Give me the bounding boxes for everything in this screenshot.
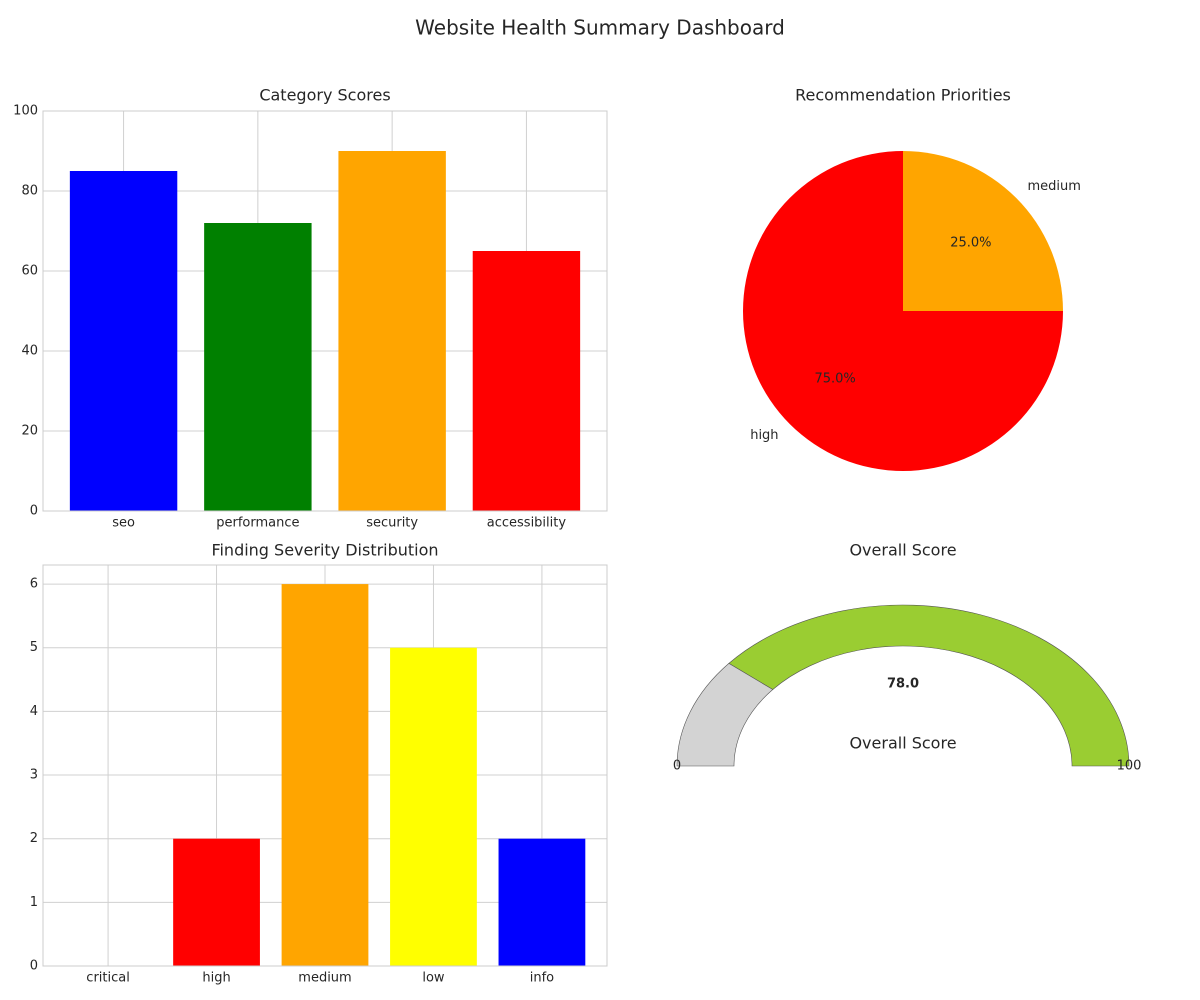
axes-frame bbox=[42, 564, 608, 967]
bar bbox=[498, 838, 586, 966]
x-tick-label: high bbox=[202, 971, 230, 986]
y-tick-label: 4 bbox=[30, 704, 38, 719]
y-tick-label: 20 bbox=[21, 424, 38, 439]
x-tick-label: low bbox=[422, 971, 445, 986]
x-tick-label: accessibility bbox=[487, 516, 567, 531]
bar bbox=[390, 647, 477, 966]
y-tick-label: 40 bbox=[21, 344, 38, 359]
dashboard-title: Website Health Summary Dashboard bbox=[415, 16, 785, 40]
x-tick-label: seo bbox=[112, 516, 135, 531]
bar bbox=[69, 171, 178, 511]
bar bbox=[281, 584, 369, 966]
slice-label: high bbox=[750, 428, 778, 443]
bar bbox=[338, 151, 446, 511]
x-tick-label: critical bbox=[86, 971, 130, 986]
y-tick-label: 6 bbox=[30, 577, 38, 592]
axes-frame bbox=[42, 110, 608, 512]
gauge-label: Overall Score bbox=[849, 734, 956, 753]
y-tick-label: 3 bbox=[30, 768, 38, 783]
gauge-value-label: 78.0 bbox=[887, 677, 919, 692]
chart-title: Overall Score bbox=[849, 541, 956, 560]
bar bbox=[472, 251, 581, 511]
y-tick-label: 60 bbox=[21, 264, 38, 279]
y-tick-label: 100 bbox=[13, 104, 38, 119]
x-tick-label: medium bbox=[298, 971, 351, 986]
bar bbox=[204, 223, 312, 511]
chart-title: Recommendation Priorities bbox=[795, 86, 1011, 105]
gauge-rest bbox=[676, 663, 774, 767]
x-tick-label: security bbox=[366, 516, 418, 531]
slice-percent: 75.0% bbox=[814, 371, 855, 386]
x-tick-label: performance bbox=[216, 516, 299, 531]
chart-title: Category Scores bbox=[259, 86, 390, 105]
slice-percent: 25.0% bbox=[950, 236, 991, 251]
x-tick-label: info bbox=[530, 971, 554, 986]
y-tick-label: 0 bbox=[30, 504, 38, 519]
bar bbox=[173, 838, 260, 966]
gauge-value bbox=[728, 604, 1130, 767]
chart-title: Finding Severity Distribution bbox=[211, 541, 438, 560]
y-tick-label: 5 bbox=[30, 640, 38, 655]
y-tick-label: 0 bbox=[30, 959, 38, 974]
pie-slice bbox=[903, 151, 1063, 311]
slice-label: medium bbox=[1027, 179, 1080, 194]
gauge-min: 0 bbox=[673, 759, 681, 774]
gauge-max: 100 bbox=[1117, 759, 1142, 774]
y-tick-label: 1 bbox=[30, 895, 38, 910]
y-tick-label: 2 bbox=[30, 831, 38, 846]
y-tick-label: 80 bbox=[21, 184, 38, 199]
